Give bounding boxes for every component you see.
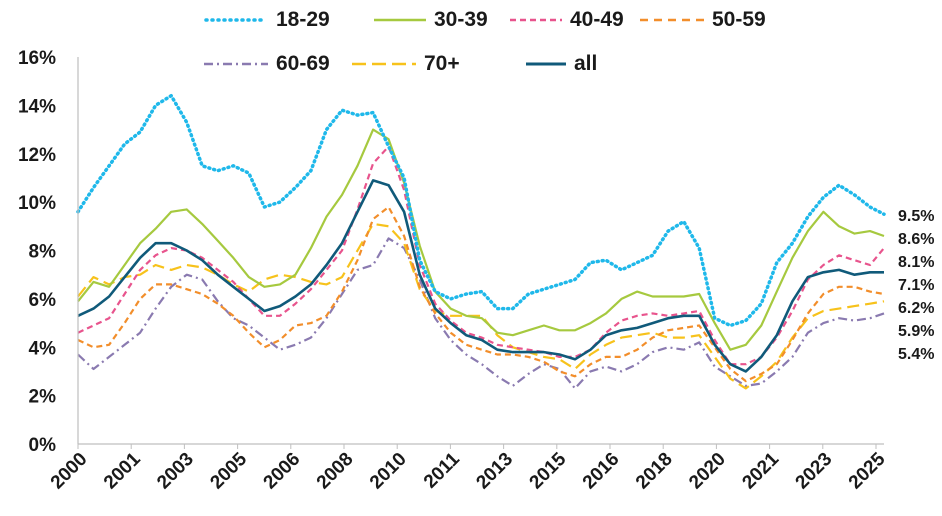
x-tick-label: 2020: [685, 449, 730, 494]
y-tick-label: 12%: [18, 145, 56, 166]
x-tick-label: 2008: [313, 449, 358, 494]
end-label-40-49: 8.1%: [898, 254, 934, 271]
x-tick-label: 2023: [792, 449, 837, 494]
y-tick-label: 14%: [18, 96, 56, 117]
end-label-60-69: 5.4%: [898, 346, 934, 363]
x-axis: 2000 2001 2003 2005 2006 2008 2010 2011 2013 2015…: [47, 444, 890, 493]
y-axis: 0% 2% 4% 6% 8% 10% 12% 14% 16%: [18, 48, 56, 456]
y-tick-label: 6%: [29, 290, 57, 311]
y-tick-label: 8%: [29, 242, 57, 263]
legend-item-70plus: 70+: [352, 50, 460, 78]
legend-swatch-18-29: [204, 18, 268, 22]
series-line-all: [77, 179, 884, 373]
series-line-30-39: [77, 128, 885, 351]
series-line-18-29: [76, 93, 886, 328]
end-label-50-59: 6.2%: [898, 300, 934, 317]
legend-swatch-60-69: [204, 62, 268, 66]
series-line-50-59: [77, 205, 885, 383]
end-labels: 9.5% 8.6% 8.1% 7.1% 6.2% 5.9% 5.4%: [898, 208, 934, 363]
legend-item-30-39: 30-39: [374, 6, 488, 34]
x-tick-label: 2003: [153, 449, 198, 494]
legend-item-50-59: 50-59: [640, 6, 766, 34]
series-layer: [76, 93, 886, 390]
x-tick-label: 2018: [632, 449, 677, 494]
legend-label-30-39: 30-39: [434, 8, 488, 31]
legend-swatch-50-59: [640, 18, 704, 22]
legend-swatch-all: [526, 62, 566, 66]
end-label-all: 7.1%: [898, 277, 934, 294]
x-tick-label: 2010: [366, 449, 411, 494]
y-tick-label: 4%: [29, 338, 57, 359]
x-tick-label: 2021: [738, 448, 783, 493]
x-tick-label: 2011: [420, 448, 464, 492]
y-tick-label: 16%: [18, 48, 56, 69]
series-line-40-49: [77, 145, 885, 366]
legend-label-all: all: [574, 52, 598, 75]
axes: [77, 57, 884, 445]
x-tick-label: 2016: [579, 449, 624, 494]
end-label-70plus: 5.9%: [898, 323, 934, 340]
legend-item-40-49: 40-49: [510, 6, 624, 34]
y-tick-label: 0%: [29, 435, 57, 456]
legend-label-50-59: 50-59: [712, 8, 766, 31]
chart-legend: 18-29 30-39 40-49 50-59 60-69 70+ all: [0, 0, 942, 90]
legend-item-18-29: 18-29: [204, 6, 330, 34]
end-label-30-39: 8.6%: [898, 231, 934, 248]
x-tick-label: 2015: [526, 448, 571, 493]
x-tick-label: 2006: [260, 449, 305, 494]
series-line-60-69: [77, 237, 885, 390]
y-tick-label: 2%: [29, 387, 57, 408]
legend-label-70plus: 70+: [424, 52, 460, 75]
legend-label-40-49: 40-49: [570, 8, 624, 31]
x-tick-label: 2025: [845, 448, 890, 493]
legend-swatch-70plus: [352, 62, 416, 66]
legend-label-18-29: 18-29: [276, 8, 330, 31]
legend-item-all: all: [526, 50, 597, 78]
x-tick-label: 2005: [206, 448, 251, 493]
end-label-18-29: 9.5%: [898, 208, 934, 225]
y-tick-label: 10%: [18, 193, 56, 214]
x-tick-label: 2001: [100, 448, 145, 493]
series-line-70plus: [77, 222, 885, 390]
legend-swatch-40-49: [510, 18, 562, 22]
legend-swatch-30-39: [374, 18, 426, 22]
legend-item-60-69: 60-69: [204, 50, 330, 78]
x-tick-label: 2013: [472, 449, 517, 494]
legend-label-60-69: 60-69: [276, 52, 330, 75]
